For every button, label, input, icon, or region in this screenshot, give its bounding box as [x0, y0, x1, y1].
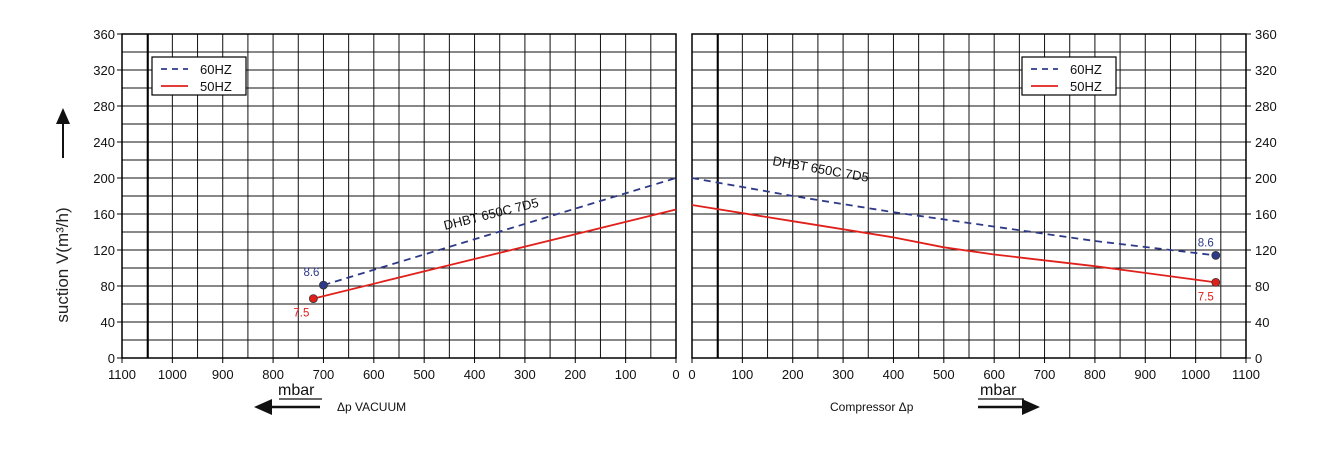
legend: 60HZ 50HZ: [1021, 56, 1117, 96]
x-tick-label: 800: [262, 367, 284, 382]
series-endpoint-50HZ: [1211, 277, 1221, 287]
x-tick-label: 1000: [158, 367, 187, 382]
y-tick-label: 200: [93, 171, 115, 186]
legend-label-60HZ: 60HZ: [200, 62, 232, 77]
y-tick-label: 40: [101, 315, 115, 330]
series-end-label: 8.6: [303, 267, 319, 279]
series-end-label: 7.5: [293, 308, 309, 320]
compressor-direction-arrow-icon: [978, 398, 1040, 415]
y-tick-label: 80: [1255, 279, 1269, 294]
y-tick-label: 360: [93, 27, 115, 42]
series-line-50HZ: [691, 204, 1216, 284]
legend-label-50HZ: 50HZ: [1070, 79, 1102, 94]
legend-box: [1021, 56, 1117, 96]
x-tick-label: 700: [1034, 367, 1056, 382]
legend-label-60HZ: 60HZ: [1070, 62, 1102, 77]
plot-frame: [121, 33, 677, 359]
x-tick-label: 900: [1134, 367, 1156, 382]
y-tick-label: 280: [1255, 99, 1277, 114]
x-tick-label: 100: [615, 367, 637, 382]
series-end-label: 8.6: [1198, 237, 1214, 249]
y-axis-arrow-icon: [56, 108, 70, 158]
x-tick-label: 800: [1084, 367, 1106, 382]
x-tick-label: 600: [363, 367, 385, 382]
vacuum-axis-title: Δp VACUUM: [337, 400, 406, 414]
y-tick-label: 240: [93, 135, 115, 150]
grid: [691, 33, 1247, 359]
x-tick-label: 300: [514, 367, 536, 382]
x-tick-label: 500: [413, 367, 435, 382]
x-tick-label: 500: [933, 367, 955, 382]
y-tick-label: 120: [93, 243, 115, 258]
y-axis-label: suction V(m³/h): [53, 207, 72, 322]
x-tick-label: 300: [832, 367, 854, 382]
x-tick-label: 600: [983, 367, 1005, 382]
y-tick-label: 0: [108, 351, 115, 366]
legend: 60HZ 50HZ: [151, 56, 247, 96]
vacuum-panel: 1100 1000 900 800 700 600 500 400 300 200 100 00408…: [93, 27, 679, 382]
series-endpoint-50HZ: [308, 294, 318, 304]
y-tick-label: 0: [1255, 351, 1262, 366]
y-tick-label: 320: [1255, 63, 1277, 78]
x-tick-label: 1000: [1181, 367, 1210, 382]
series-endpoint-60HZ: [319, 280, 328, 290]
compressor-unit-label: mbar: [980, 382, 1017, 399]
x-tick-label: 1100: [108, 367, 136, 382]
y-tick-label: 240: [1255, 135, 1277, 150]
y-tick-label: 120: [1255, 243, 1277, 258]
y-tick-label: 160: [93, 207, 115, 222]
y-tick-label: 360: [1255, 27, 1277, 42]
y-tick-label: 160: [1255, 207, 1277, 222]
vacuum-unit-label: mbar: [278, 382, 315, 399]
series-line-60HZ: [691, 177, 1216, 257]
curve-label: DHBT 650C 7D5: [771, 153, 869, 185]
x-tick-label: 900: [212, 367, 234, 382]
series-line-60HZ: [323, 177, 677, 286]
x-tick-label: 100: [732, 367, 754, 382]
y-tick-label: 200: [1255, 171, 1277, 186]
compressor-axis-title: Compressor Δp: [830, 400, 914, 414]
x-tick-label: 0: [688, 367, 695, 382]
series-endpoint-60HZ: [1211, 250, 1221, 260]
legend-label-50HZ: 50HZ: [200, 79, 232, 94]
plot-frame: [691, 33, 1247, 359]
x-tick-label: 1100: [1232, 367, 1260, 382]
x-tick-label: 200: [564, 367, 586, 382]
y-tick-label: 320: [93, 63, 115, 78]
y-tick-label: 40: [1255, 315, 1269, 330]
x-tick-label: 200: [782, 367, 804, 382]
y-tick-label: 280: [93, 99, 115, 114]
x-tick-label: 400: [883, 367, 905, 382]
y-tick-label: 80: [101, 279, 115, 294]
x-tick-label: 0: [672, 367, 679, 382]
compressor-panel: 0 100 200 300 400 500 600 700 800 900 1000 11000408…: [688, 27, 1276, 382]
vacuum-direction-arrow-icon: [254, 398, 322, 415]
x-tick-label: 400: [464, 367, 486, 382]
x-tick-label: 700: [313, 367, 335, 382]
series-end-label: 7.5: [1198, 291, 1214, 303]
legend-box: [151, 56, 247, 96]
series-line-50HZ: [313, 208, 677, 300]
